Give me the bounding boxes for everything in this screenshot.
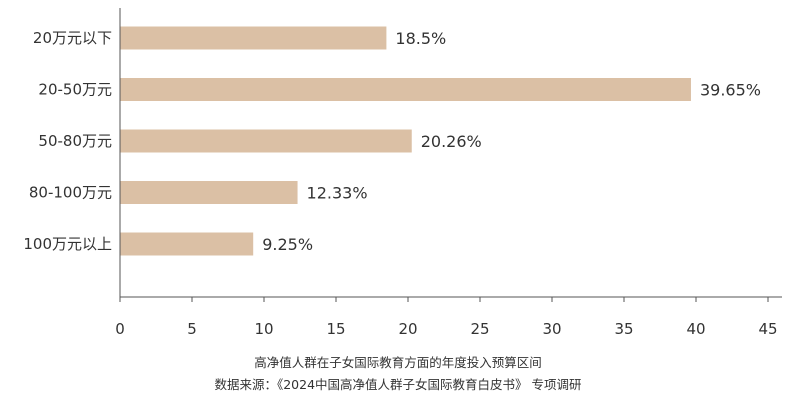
chart-caption: 高净值人群在子女国际教育方面的年度投入预算区间 — [254, 355, 542, 370]
x-tick-label: 15 — [326, 320, 345, 338]
value-label: 9.25% — [262, 235, 313, 254]
axes-layer: 20万元以下 18.5% 20-50万元 39.65% 50-80万元 20.26% 80-… — [23, 8, 782, 338]
bar — [120, 26, 387, 50]
category-label: 80-100万元 — [29, 184, 112, 202]
x-tick-label: 40 — [686, 320, 705, 338]
category-label: 50-80万元 — [38, 132, 112, 150]
value-label: 18.5% — [395, 29, 446, 48]
category-label: 100万元以上 — [23, 235, 112, 253]
bar-chart: 20万元以下 18.5% 20-50万元 39.65% 50-80万元 20.26% 80-… — [23, 8, 782, 338]
x-tick-label: 5 — [187, 320, 197, 338]
x-tick-label: 20 — [398, 320, 417, 338]
x-tick-label: 35 — [614, 320, 633, 338]
bar — [120, 129, 412, 153]
bar — [120, 232, 254, 256]
bar — [120, 181, 298, 204]
x-tick-label: 45 — [758, 320, 777, 338]
value-label: 12.33% — [307, 184, 368, 203]
value-label: 39.65% — [700, 81, 761, 100]
x-tick-label: 25 — [470, 320, 489, 338]
bar — [120, 78, 691, 101]
data-source-note: 数据来源：《2024中国高净值人群子女国际教育白皮书》 专项调研 — [214, 377, 582, 392]
category-label: 20万元以下 — [33, 29, 112, 47]
value-label: 20.26% — [421, 132, 482, 151]
x-tick-label: 0 — [115, 320, 125, 338]
x-tick-label: 30 — [542, 320, 561, 338]
x-tick-label: 10 — [254, 320, 273, 338]
category-label: 20-50万元 — [38, 81, 112, 99]
bars-layer — [120, 26, 691, 256]
